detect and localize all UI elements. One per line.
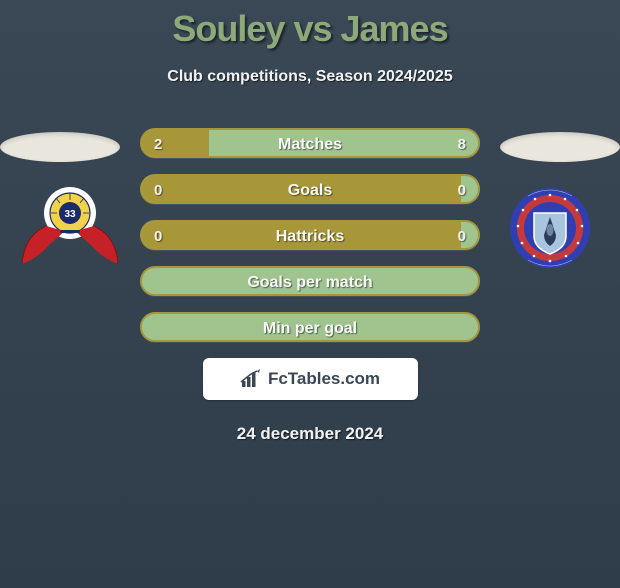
club-badge-left: 33: [20, 186, 120, 274]
bar-value-left: 0: [154, 176, 162, 204]
stat-bars: Matches28Goals00Hattricks00Goals per mat…: [140, 128, 480, 342]
bar-value-right: 0: [458, 222, 466, 250]
svg-text:33: 33: [64, 209, 76, 220]
bar-chart-icon: [240, 369, 262, 389]
bar-value-left: 0: [154, 222, 162, 250]
bar-value-right: 8: [458, 130, 466, 158]
player-photo-left: [0, 132, 120, 162]
bar-label: Hattricks: [142, 222, 478, 250]
stat-bar: Matches2 8: [140, 128, 480, 158]
stat-bar: Goals0 0: [140, 174, 480, 204]
club-badge-right: [500, 186, 600, 274]
stat-bar: Goals per match: [140, 266, 480, 296]
subtitle: Club competitions, Season 2024/2025: [0, 68, 620, 86]
bar-value-right: 0: [458, 176, 466, 204]
page-title: Souley vs James: [0, 8, 620, 50]
stat-bar: Min per goal: [140, 312, 480, 342]
bar-label: Goals per match: [142, 268, 478, 296]
fctables-logo[interactable]: FcTables.com: [203, 358, 418, 400]
date: 24 december 2024: [0, 424, 620, 444]
player-photo-right: [500, 132, 620, 162]
bar-value-left: 2: [154, 130, 162, 158]
footer-brand-text: FcTables.com: [268, 369, 380, 389]
stat-bar: Hattricks0 0: [140, 220, 480, 250]
bar-label: Matches: [142, 130, 478, 158]
bar-label: Min per goal: [142, 314, 478, 342]
bar-label: Goals: [142, 176, 478, 204]
